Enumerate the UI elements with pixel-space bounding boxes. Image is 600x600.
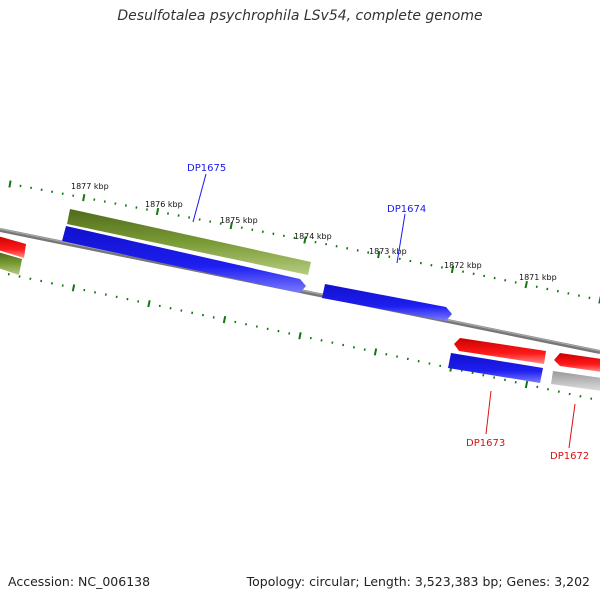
outer-ruler-major-tick bbox=[229, 222, 233, 230]
scale-label-1873: 1873 kbp bbox=[369, 247, 407, 256]
outer-ruler-minor-tick bbox=[577, 294, 580, 297]
inner-ruler-major-tick bbox=[147, 300, 151, 308]
inner-ruler-minor-tick bbox=[396, 355, 399, 358]
dp1674-leader-line bbox=[396, 213, 406, 264]
scale-label-1872: 1872 kbp bbox=[444, 261, 482, 270]
outer-ruler-major-tick bbox=[524, 280, 528, 289]
outer-ruler-major-tick bbox=[82, 194, 86, 202]
scale-label-1874: 1874 kbp bbox=[294, 232, 332, 241]
inner-ruler-minor-tick bbox=[40, 279, 43, 283]
outer-ruler-minor-tick bbox=[462, 270, 465, 273]
inner-ruler-minor-tick bbox=[277, 329, 280, 333]
outer-ruler-major-tick bbox=[8, 180, 12, 188]
inner-ruler-minor-tick bbox=[50, 282, 53, 285]
inner-ruler-minor-tick bbox=[557, 390, 560, 393]
inner-ruler-major-tick bbox=[222, 316, 227, 324]
gray-feature-dp1672[interactable] bbox=[551, 371, 600, 391]
inner-ruler-minor-tick bbox=[169, 307, 172, 310]
outer-ruler-minor-tick bbox=[588, 296, 591, 300]
inner-ruler-major-tick bbox=[71, 284, 76, 292]
outer-ruler-minor-tick bbox=[346, 247, 349, 250]
outer-ruler-minor-tick bbox=[409, 259, 412, 263]
genome-summary-text: Topology: circular; Length: 3,523,383 bp… bbox=[246, 574, 590, 589]
scale-label-1875: 1875 kbp bbox=[220, 216, 258, 225]
olive-cds-dp1675[interactable] bbox=[67, 209, 311, 275]
scale-label-1877: 1877 kbp bbox=[71, 182, 109, 191]
red-cds-dp1673[interactable] bbox=[454, 338, 546, 364]
inner-ruler-minor-tick bbox=[255, 325, 258, 328]
inner-ruler-minor-tick bbox=[126, 297, 129, 301]
outer-ruler-major-tick bbox=[155, 207, 160, 216]
outer-ruler-major-tick bbox=[303, 236, 307, 244]
inner-ruler-minor-tick bbox=[417, 359, 420, 363]
inner-ruler-minor-tick bbox=[342, 343, 345, 347]
outer-ruler-minor-tick bbox=[261, 230, 264, 233]
map-title: Desulfotalea psychrophila LSv54, complet… bbox=[117, 8, 483, 24]
inner-ruler-minor-tick bbox=[320, 339, 323, 342]
inner-ruler-minor-tick bbox=[180, 309, 183, 312]
inner-ruler-minor-tick bbox=[547, 388, 550, 391]
red-cds-dp1672[interactable] bbox=[554, 353, 600, 372]
inner-ruler-minor-tick bbox=[428, 362, 431, 365]
red-cds-left-fragment[interactable] bbox=[0, 236, 26, 258]
inner-ruler-minor-tick bbox=[18, 275, 21, 278]
outer-ruler-minor-tick bbox=[556, 289, 559, 293]
outer-scale-ruler bbox=[8, 180, 600, 304]
olive-cds-left-fragment[interactable] bbox=[0, 252, 22, 275]
dp1673-leader-line bbox=[485, 390, 492, 435]
inner-ruler-minor-tick bbox=[191, 311, 194, 315]
inner-ruler-minor-tick bbox=[503, 378, 506, 382]
outer-ruler-minor-tick bbox=[493, 276, 496, 280]
inner-ruler-major-tick bbox=[298, 332, 302, 340]
accession-text: Accession: NC_006138 bbox=[8, 574, 151, 589]
outer-ruler-minor-tick bbox=[198, 218, 201, 221]
inner-ruler-minor-tick bbox=[579, 395, 582, 398]
inner-ruler-minor-tick bbox=[471, 371, 474, 375]
inner-ruler-minor-tick bbox=[201, 313, 204, 317]
dp1672-leader-line bbox=[568, 403, 576, 449]
inner-ruler-minor-tick bbox=[29, 277, 32, 280]
scale-label-1876: 1876 kbp bbox=[145, 200, 183, 209]
blue-cds-dp1675[interactable] bbox=[62, 226, 306, 293]
blue-cds-dp1673[interactable] bbox=[448, 353, 543, 383]
dp1675-leader-line bbox=[192, 173, 207, 223]
gene-label-dp1675[interactable]: DP1675 bbox=[187, 163, 226, 174]
inner-ruler-minor-tick bbox=[94, 291, 97, 294]
inner-ruler-minor-tick bbox=[245, 323, 248, 326]
gene-label-dp1672[interactable]: DP1672 bbox=[550, 451, 589, 462]
outer-ruler-major-tick bbox=[450, 265, 455, 274]
outer-ruler-major-tick bbox=[377, 251, 381, 259]
inner-scale-ruler bbox=[7, 273, 593, 400]
inner-ruler-minor-tick bbox=[331, 341, 334, 344]
blue-cds-dp1674[interactable] bbox=[322, 284, 452, 321]
inner-ruler-minor-tick bbox=[493, 376, 496, 379]
inner-ruler-minor-tick bbox=[568, 392, 571, 396]
gene-label-dp1673[interactable]: DP1673 bbox=[466, 438, 505, 449]
inner-ruler-minor-tick bbox=[266, 327, 269, 331]
inner-ruler-minor-tick bbox=[115, 295, 118, 299]
inner-ruler-minor-tick bbox=[482, 373, 485, 377]
inner-ruler-minor-tick bbox=[104, 293, 107, 296]
gene-label-dp1674[interactable]: DP1674 bbox=[387, 204, 426, 215]
inner-ruler-minor-tick bbox=[352, 346, 355, 349]
scale-label-1871: 1871 kbp bbox=[519, 273, 557, 282]
inner-ruler-major-tick bbox=[524, 380, 529, 389]
inner-ruler-major-tick bbox=[373, 348, 378, 356]
inner-ruler-minor-tick bbox=[406, 357, 409, 361]
outer-ruler-minor-tick bbox=[440, 266, 443, 269]
